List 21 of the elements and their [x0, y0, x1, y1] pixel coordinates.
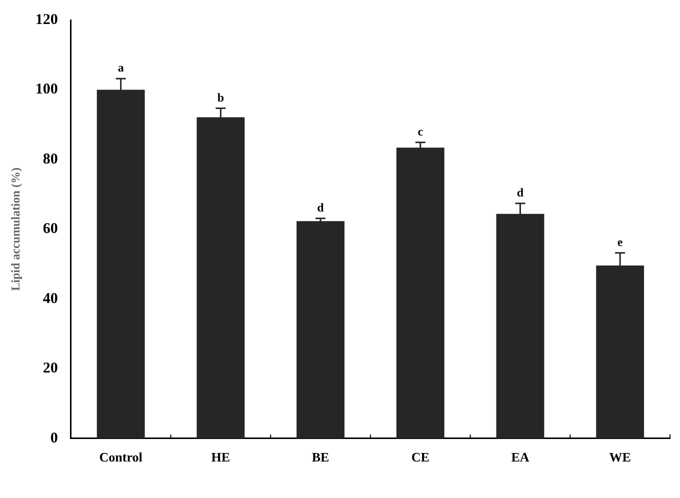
- x-tick-label: WE: [609, 450, 631, 465]
- x-tick-label: EA: [511, 450, 530, 465]
- y-tick-label: 40: [42, 290, 58, 307]
- y-axis-title: Lipid accumulation (%): [8, 168, 22, 291]
- y-tick-label: 120: [35, 12, 58, 28]
- x-tick-label: HE: [211, 450, 230, 465]
- annotation: d: [317, 200, 324, 214]
- annotation: c: [418, 124, 424, 138]
- annotation: e: [617, 235, 624, 250]
- y-tick-label: 0: [50, 430, 58, 446]
- bar: [296, 221, 344, 438]
- annotation: d: [516, 185, 524, 200]
- x-tick-label: BE: [312, 450, 330, 465]
- annotation: a: [118, 60, 124, 75]
- y-tick-label: 80: [42, 151, 58, 168]
- y-tick-label: 20: [42, 360, 58, 377]
- annotation: b: [217, 90, 224, 104]
- y-tick-label: 100: [35, 82, 58, 98]
- x-tick-label: CE: [411, 450, 430, 465]
- x-tick-label: Control: [99, 450, 143, 465]
- y-tick-label: 60: [42, 221, 58, 238]
